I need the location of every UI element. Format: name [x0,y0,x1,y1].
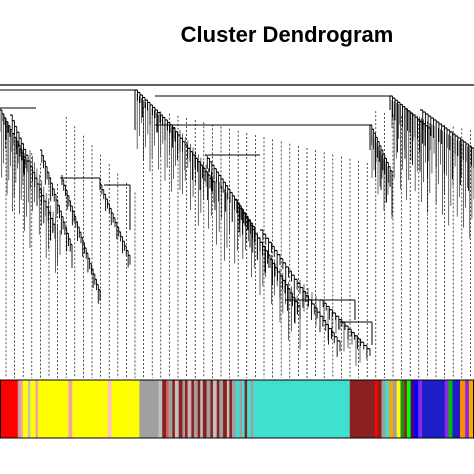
color-bar-segment [174,380,180,438]
color-bar-segment [235,380,240,438]
color-bar-segment [212,380,218,438]
color-bar-segment [392,380,397,438]
color-bar-segment [162,380,167,438]
color-bar-segment [168,380,173,438]
color-bar-segment [375,380,378,438]
color-bar-segment [253,380,351,438]
color-bar-segment [406,380,411,438]
color-bar-segment [448,380,453,438]
color-bar-segment [229,380,233,438]
leaf-dashed-lines [5,107,471,378]
color-bar-segment [396,380,401,438]
color-bar-segment [465,380,470,438]
color-bar-segment [239,380,243,438]
color-bar-segment [410,380,415,438]
color-bar-segment [17,380,21,438]
color-bar-segment [0,380,19,438]
color-bar-segment [191,380,195,438]
color-bar-segment [389,380,394,438]
color-bar-segment [172,380,176,438]
color-bar-segment [72,380,109,438]
color-bar-segment [20,380,24,438]
color-bar-segment [242,380,245,438]
color-bar-segment [404,380,408,438]
color-bar-segment [185,380,188,438]
color-bar-segment [166,380,169,438]
color-bar-segment [27,380,31,438]
color-bar-segment [244,380,248,438]
color-bar-segment [460,380,466,438]
color-bar-segment [223,380,228,438]
color-bar-segment [197,380,201,438]
color-bar-segment [178,380,183,438]
color-bar-segment [107,380,112,438]
module-color-bar [0,379,474,439]
color-bar-segment [349,380,376,438]
color-bar-segment [68,380,73,438]
color-bar-segment [418,380,423,438]
color-bar-segment [422,380,446,438]
color-bar-segment [444,380,449,438]
dendrogram-branches [0,89,474,366]
color-bar-segment [219,380,224,438]
color-bar-segment [452,380,461,438]
color-bar-segment [250,380,254,438]
color-bar-segment [30,380,36,438]
color-bar-segment [139,380,159,438]
color-bar-segment [187,380,192,438]
color-bar-segment [381,380,386,438]
color-bar-segment [200,380,204,438]
color-bar-segment [182,380,186,438]
color-bar-segment [210,380,214,438]
color-bar-segment [231,380,237,438]
color-bar-segment [226,380,230,438]
color-bar-segment [38,380,69,438]
color-bar-segment [193,380,199,438]
color-bar-segment [414,380,419,438]
color-bar-segment [35,380,39,438]
color-bar-segment [385,380,390,438]
color-bar-segment [400,380,405,438]
color-bar-segment [158,380,163,438]
color-bar-segment [468,380,474,438]
color-bar-segment [111,380,140,438]
color-bar-segment [206,380,211,438]
color-bar-segment [202,380,207,438]
color-bar-segment [22,380,29,438]
chart-title: Cluster Dendrogram [180,22,394,47]
color-bar-segment [377,380,382,438]
color-bar-segment [247,380,252,438]
color-bar-segment [216,380,220,438]
